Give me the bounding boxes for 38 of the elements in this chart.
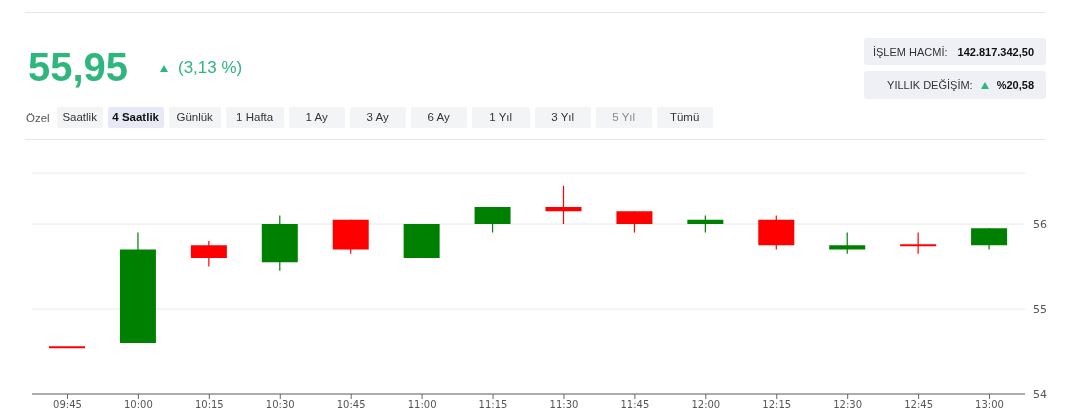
- text: 6 Ay: [410, 107, 467, 128]
- text: %20,58: [996, 79, 1034, 91]
- text: Saatlik: [56, 107, 103, 128]
- x-tick-label: 11:30: [549, 399, 579, 411]
- y-tick-label: 54: [1033, 387, 1047, 401]
- text: 4 Saatlik: [107, 107, 164, 128]
- text: Özel: [26, 111, 50, 124]
- text: Tümü: [656, 107, 713, 128]
- candlestick: [545, 185, 582, 225]
- text: YILLIK DEĞİŞİM:: [887, 79, 973, 91]
- x-tick-label: 12:15: [762, 399, 792, 411]
- chart-subtitle: (3,13 %): [178, 58, 243, 78]
- text: Günlük: [168, 107, 221, 128]
- text: 142.817.342,50: [957, 45, 1034, 58]
- x-tick-label: 12:30: [833, 399, 863, 411]
- x-tick-label: 11:45: [620, 399, 650, 411]
- text: 1 Ay: [288, 107, 345, 128]
- text: 1 Hafta: [225, 107, 284, 128]
- x-tick-label: 11:00: [407, 399, 437, 411]
- x-tick-label: 09:45: [53, 399, 82, 411]
- text: 3 Ay: [349, 107, 406, 128]
- chart-title: 55,95: [28, 44, 129, 91]
- x-tick-label: 13:00: [975, 399, 1004, 411]
- text: 5 Yıl: [595, 107, 652, 128]
- y-tick-label: 55: [1033, 302, 1047, 316]
- candlestick: [829, 231, 866, 255]
- text: 1 Yıl: [471, 107, 530, 128]
- x-tick-label: 10:30: [265, 399, 295, 411]
- x-tick-label: 10:45: [336, 399, 366, 411]
- text: İŞLEM HACMİ:: [872, 45, 948, 58]
- x-tick-label: 11:15: [478, 399, 508, 411]
- x-tick-label: 10:15: [194, 399, 224, 411]
- candlestick: [900, 231, 937, 255]
- x-tick-label: 12:45: [904, 399, 934, 411]
- x-tick-label: 12:00: [691, 399, 721, 411]
- text: 3 Yıl: [534, 107, 591, 128]
- y-tick-label: 56: [1033, 217, 1047, 231]
- x-tick-label: 10:00: [123, 399, 153, 411]
